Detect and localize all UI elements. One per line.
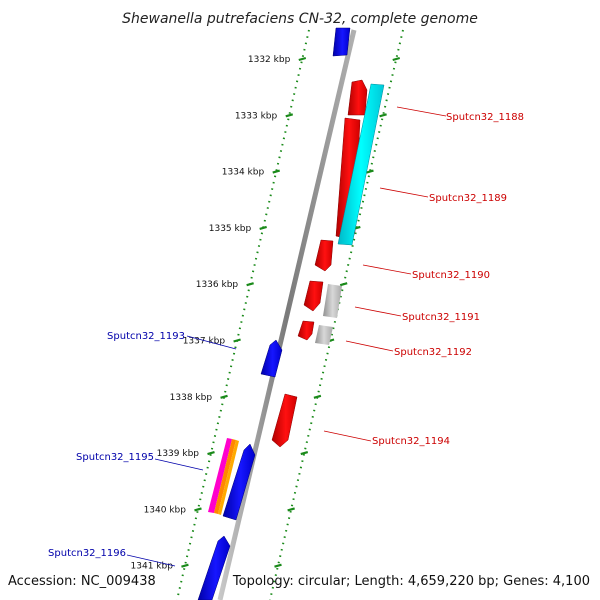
gene-top-reverse-arrow[interactable] (332, 27, 351, 57)
gene-label-1195[interactable]: Sputcn32_1195 (76, 452, 154, 463)
tick-mark-inner (298, 56, 307, 62)
accession-text: Accession: NC_009438 (8, 574, 156, 589)
gene-label-1188[interactable]: Sputcn32_1188 (446, 112, 524, 123)
gene-1191b-arrow[interactable] (297, 320, 315, 341)
tick-mark-outer (287, 507, 295, 512)
tick-label: 1334 kbp (222, 168, 265, 178)
gene-1194-arrow[interactable] (271, 393, 298, 448)
gene-label-1193[interactable]: Sputcn32_1193 (107, 331, 185, 342)
cds-feature-bar[interactable] (337, 83, 385, 246)
tick-label: 1333 kbp (235, 111, 278, 121)
gene-label-1194[interactable]: Sputcn32_1194 (372, 436, 450, 447)
feature-1195-block[interactable] (208, 438, 239, 515)
pseudogene-features (315, 284, 342, 345)
gene-label-1192[interactable]: Sputcn32_1192 (394, 347, 472, 358)
tick-label: 1332 kbp (248, 55, 291, 65)
tick-mark-inner (233, 338, 241, 343)
tick-mark-outer (300, 451, 309, 456)
feature-1192-bar[interactable] (315, 325, 333, 345)
gene-label-1191[interactable]: Sputcn32_1191 (402, 312, 480, 323)
gene-1195b-arrow[interactable] (222, 443, 256, 521)
gene-1188-arrow[interactable] (347, 79, 368, 116)
gene-1196-arrow[interactable] (197, 535, 231, 600)
tick-mark-outer (379, 113, 387, 118)
gene-1193-arrow[interactable] (260, 339, 283, 378)
tick-mark-inner (272, 169, 281, 174)
tick-label: 1340 kbp (144, 505, 187, 515)
feature-1191-bar[interactable] (323, 284, 342, 318)
gene-label-1190[interactable]: Sputcn32_1190 (412, 270, 490, 281)
label-leader-lines (126, 106, 447, 567)
gene-1191-arrow[interactable] (303, 280, 324, 312)
gene-label-1196[interactable]: Sputcn32_1196 (48, 548, 126, 559)
tick-label: 1337 kbp (183, 337, 226, 347)
tick-mark-inner (207, 451, 215, 456)
tick-label: 1336 kbp (196, 280, 239, 290)
tick-mark-inner (246, 282, 254, 287)
tick-mark-inner (194, 507, 202, 512)
map-title: Shewanella putrefaciens CN-32, complete … (122, 11, 478, 27)
tick-label: 1338 kbp (170, 393, 213, 403)
tick-mark-inner (285, 113, 294, 118)
reverse-strand-genes (197, 27, 351, 600)
inner-track-guide (176, 29, 310, 600)
gene-1190-arrow[interactable] (314, 239, 334, 272)
tick-mark-outer (339, 282, 348, 287)
tick-mark-inner (259, 225, 267, 230)
tick-label: 1335 kbp (209, 224, 252, 234)
tick-mark-inner (220, 394, 228, 399)
tick-mark-outer (274, 563, 282, 568)
tick-label: 1339 kbp (157, 449, 200, 459)
gene-label-1189[interactable]: Sputcn32_1189 (429, 193, 507, 204)
tick-mark-inner (181, 563, 189, 568)
chromosome-backbone (217, 29, 357, 600)
tick-label: 1341 kbp (131, 562, 174, 572)
topology-summary: Topology: circular; Length: 4,659,220 bp… (232, 574, 590, 589)
tick-mark-outer (392, 56, 401, 62)
tick-mark-outer (313, 394, 322, 399)
tick-mark-outer (366, 169, 374, 174)
